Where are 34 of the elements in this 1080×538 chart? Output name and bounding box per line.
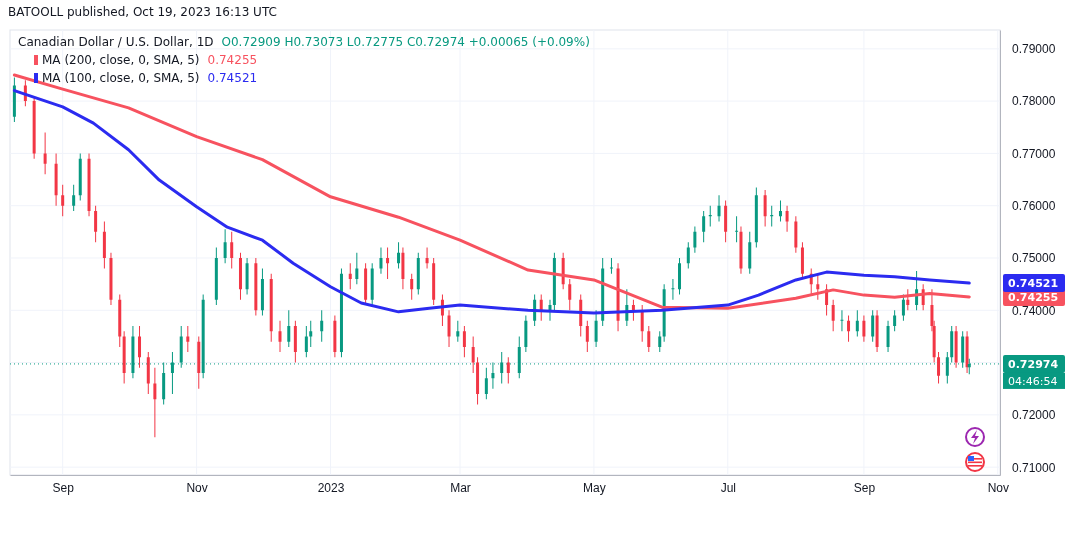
text: 0.74521 <box>1008 277 1059 291</box>
candlestick <box>671 278 675 300</box>
text: 04:46:54 <box>1008 374 1058 388</box>
candlestick <box>840 310 844 332</box>
candlestick <box>770 205 774 227</box>
x-tick-label: May <box>583 480 606 495</box>
x-tick-label: Sep <box>52 480 75 495</box>
text: BATOOLL published, Oct 19, 2023 16:13 UTC <box>8 5 277 19</box>
y-tick-label: 0.71000 <box>1012 460 1056 475</box>
ref-line-label: 0.72974 <box>1008 357 1059 371</box>
x-tick-label: Nov <box>186 480 208 495</box>
candlestick <box>708 205 712 227</box>
x-tick-label: 2023 <box>317 480 345 495</box>
x-tick-label: Mar <box>450 480 471 495</box>
y-tick-label: 0.79000 <box>1012 42 1056 57</box>
x-tick-label: Nov <box>987 480 1009 495</box>
x-tick-label: Sep <box>853 480 876 495</box>
y-tick-label: 0.72000 <box>1012 408 1056 423</box>
annotation: 0.74521 <box>207 71 258 85</box>
annotation: 0.74255 <box>207 53 258 67</box>
y-tick-label: 0.76000 <box>1012 199 1056 214</box>
text: 0.74255 <box>1008 290 1059 304</box>
y-tick-label: 0.75000 <box>1012 251 1056 266</box>
y-tick-label: 0.74000 <box>1012 303 1056 318</box>
candlestick <box>609 257 613 274</box>
legend-label: MA (100, close, 0, SMA, 5) <box>42 71 200 85</box>
y-tick-label: 0.78000 <box>1012 94 1056 109</box>
x-tick-label: Jul <box>720 480 736 495</box>
legend-label: MA (200, close, 0, SMA, 5) <box>42 53 200 67</box>
annotation: O0.72909 H0.73073 L0.72775 C0.72974 +0.00065 (+0.09%) <box>221 35 590 49</box>
text: Canadian Dollar / U.S. Dollar, 1D <box>18 35 214 49</box>
candlestick <box>186 325 190 353</box>
candlestick <box>735 216 739 243</box>
y-tick-label: 0.77000 <box>1012 146 1056 161</box>
